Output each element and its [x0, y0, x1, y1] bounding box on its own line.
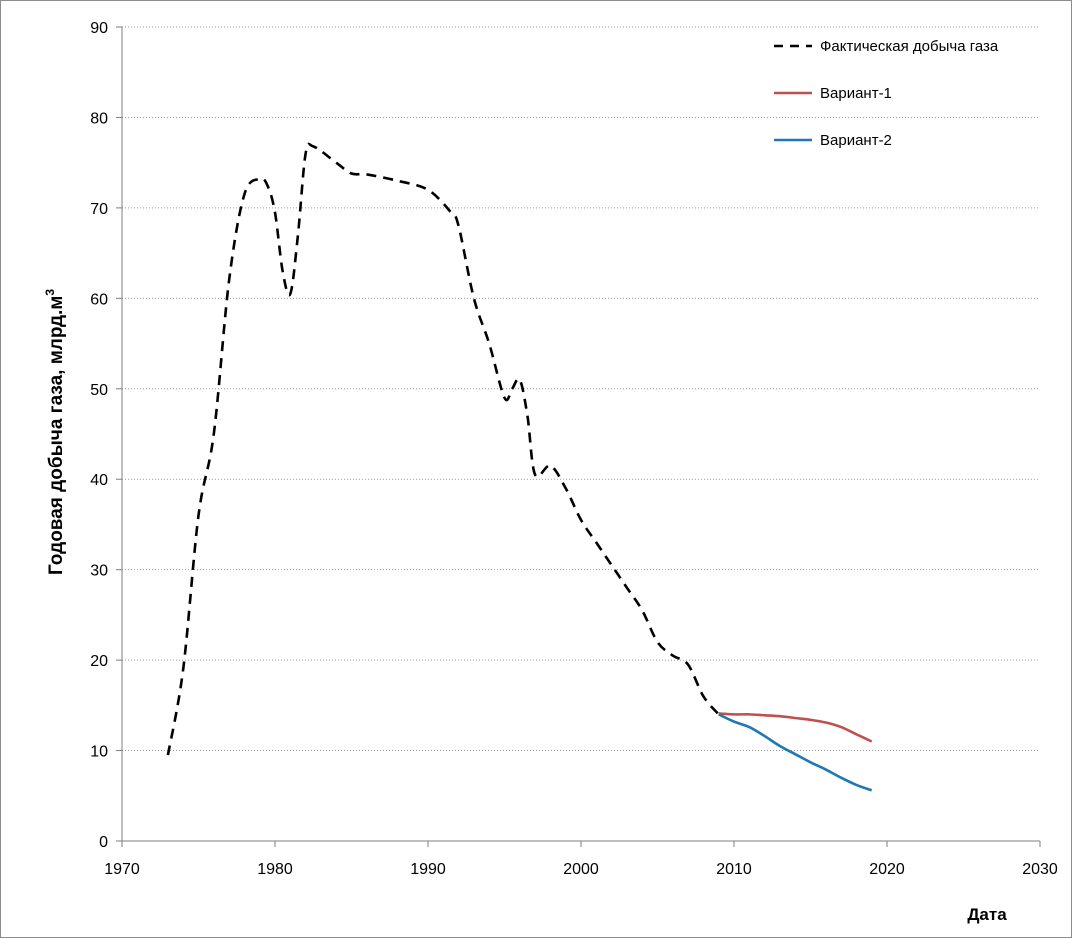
x-tick-label-2010: 2010 — [716, 861, 752, 878]
y-tick-label-40: 40 — [90, 472, 108, 489]
x-tick-label-2030: 2030 — [1022, 861, 1058, 878]
series-line-variant-1 — [718, 712, 873, 743]
series-lines — [166, 142, 873, 792]
legend-item-actual: Фактическая добыча газа — [774, 38, 999, 55]
legend-item-variant-2: Вариант-2 — [774, 132, 892, 149]
series-line-variant-2 — [718, 713, 873, 792]
legend-item-variant-1: Вариант-1 — [774, 85, 892, 102]
y-axis-title: Годовая добыча газа, млрд.м3 — [43, 289, 67, 575]
y-tick-label-90: 90 — [90, 20, 108, 37]
gridlines — [122, 26, 1040, 752]
legend-label: Вариант-2 — [820, 132, 892, 149]
x-tick-label-1980: 1980 — [257, 861, 293, 878]
legend: Фактическая добыча газа Вариант-1 Вариант-… — [774, 38, 999, 149]
x-tick-label-1970: 1970 — [104, 861, 140, 878]
y-axis-title-superscript: 3 — [43, 289, 57, 296]
legend-label: Фактическая добыча газа — [820, 38, 999, 55]
x-tick-label-2000: 2000 — [563, 861, 599, 878]
y-tick-label-80: 80 — [90, 110, 108, 127]
y-tick-label-10: 10 — [90, 744, 108, 761]
x-axis-title: Дата — [967, 905, 1007, 924]
series-line-actual — [166, 142, 720, 756]
y-tick-label-0: 0 — [99, 834, 108, 851]
y-tick-label-60: 60 — [90, 291, 108, 308]
y-tick-label-50: 50 — [90, 382, 108, 399]
y-tick-label-70: 70 — [90, 201, 108, 218]
legend-label: Вариант-1 — [820, 85, 892, 102]
y-tick-labels: 0 10 20 30 40 50 60 70 80 90 — [90, 20, 108, 851]
x-tick-label-2020: 2020 — [869, 861, 905, 878]
x-tick-labels: 1970 1980 1990 2000 2010 2020 2030 — [104, 861, 1058, 878]
y-tick-label-20: 20 — [90, 653, 108, 670]
y-tick-label-30: 30 — [90, 563, 108, 580]
axes — [116, 26, 1041, 847]
x-tick-label-1990: 1990 — [410, 861, 446, 878]
